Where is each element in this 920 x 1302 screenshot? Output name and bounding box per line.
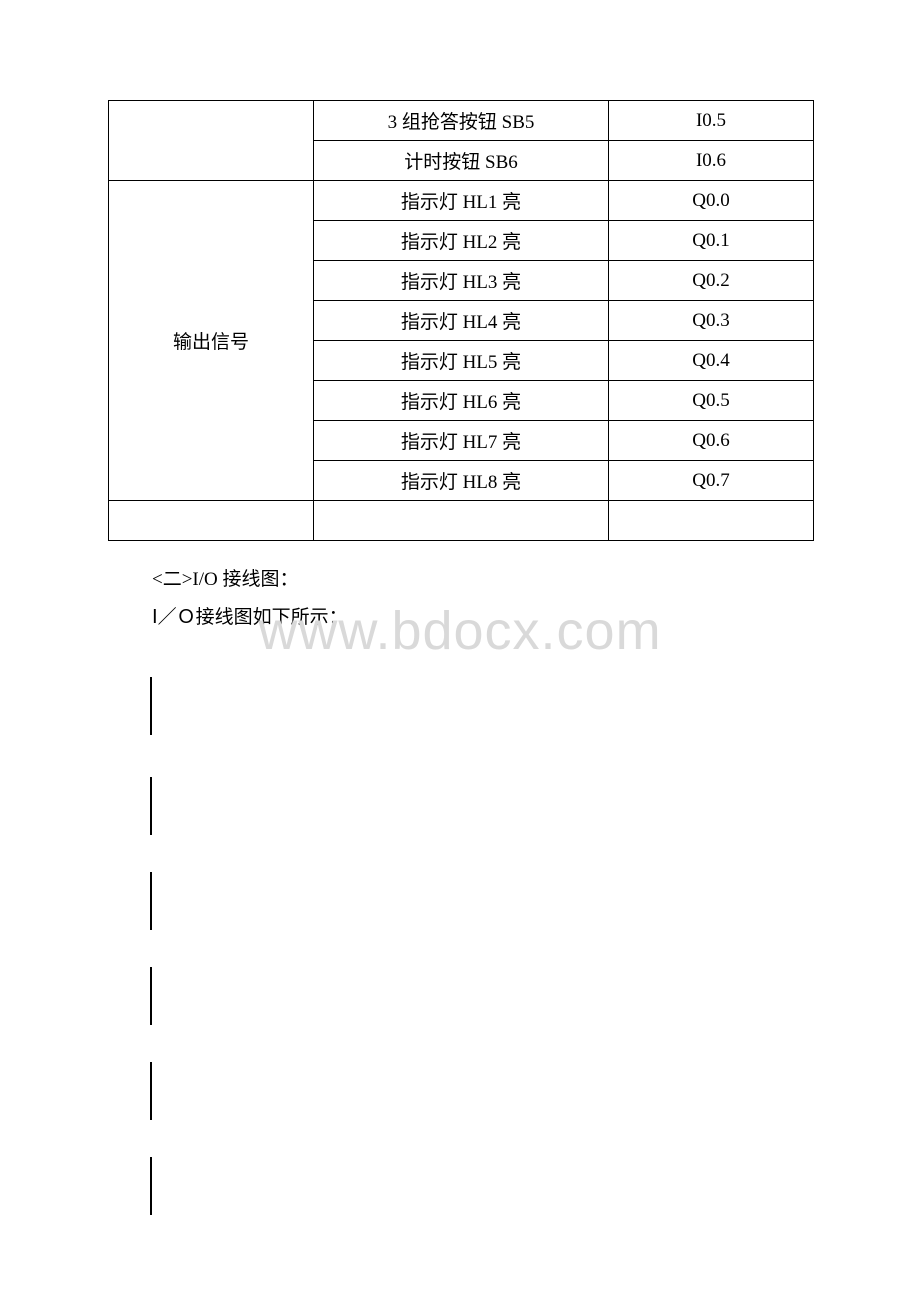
desc-cell: 指示灯 HL2 亮 bbox=[314, 221, 609, 261]
addr-cell: Q0.2 bbox=[609, 261, 814, 301]
output-category-cell: 输出信号 bbox=[109, 181, 314, 501]
desc-cell: 指示灯 HL5 亮 bbox=[314, 341, 609, 381]
addr-cell: I0.5 bbox=[609, 101, 814, 141]
empty-cell bbox=[109, 501, 314, 541]
diagram-line bbox=[150, 1062, 152, 1120]
input-category-cell bbox=[109, 101, 314, 181]
addr-cell: Q0.4 bbox=[609, 341, 814, 381]
diagram-line bbox=[150, 1157, 152, 1215]
empty-cell bbox=[314, 501, 609, 541]
io-wiring-diagram bbox=[150, 677, 812, 1237]
desc-cell: 指示灯 HL1 亮 bbox=[314, 181, 609, 221]
watermark-text: www.bdocx.com bbox=[258, 600, 661, 662]
addr-cell: I0.6 bbox=[609, 141, 814, 181]
desc-cell: 指示灯 HL6 亮 bbox=[314, 381, 609, 421]
addr-cell: Q0.5 bbox=[609, 381, 814, 421]
section-heading: <二>I/O 接线图： bbox=[152, 561, 812, 599]
table-row bbox=[109, 501, 814, 541]
diagram-line bbox=[150, 872, 152, 930]
desc-cell: 指示灯 HL8 亮 bbox=[314, 461, 609, 501]
addr-cell: Q0.1 bbox=[609, 221, 814, 261]
empty-cell bbox=[609, 501, 814, 541]
table-row: 3 组抢答按钮 SB5 I0.5 bbox=[109, 101, 814, 141]
desc-cell: 指示灯 HL4 亮 bbox=[314, 301, 609, 341]
diagram-line bbox=[150, 777, 152, 835]
diagram-line bbox=[150, 967, 152, 1025]
table-row: 输出信号 指示灯 HL1 亮 Q0.0 bbox=[109, 181, 814, 221]
desc-cell: 3 组抢答按钮 SB5 bbox=[314, 101, 609, 141]
addr-cell: Q0.3 bbox=[609, 301, 814, 341]
desc-cell: 指示灯 HL3 亮 bbox=[314, 261, 609, 301]
io-allocation-table: 3 组抢答按钮 SB5 I0.5 计时按钮 SB6 I0.6 输出信号 指示灯 … bbox=[108, 100, 814, 541]
diagram-line bbox=[150, 677, 152, 735]
addr-cell: Q0.0 bbox=[609, 181, 814, 221]
desc-cell: 指示灯 HL7 亮 bbox=[314, 421, 609, 461]
desc-cell: 计时按钮 SB6 bbox=[314, 141, 609, 181]
addr-cell: Q0.7 bbox=[609, 461, 814, 501]
addr-cell: Q0.6 bbox=[609, 421, 814, 461]
